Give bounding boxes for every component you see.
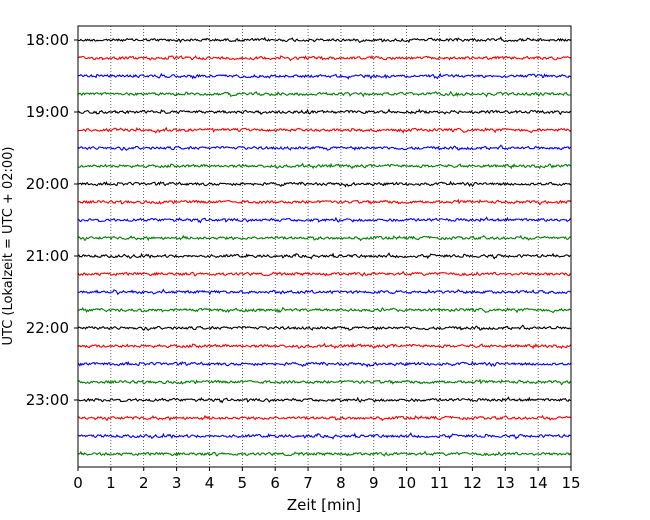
- trace-line: [77, 414, 572, 422]
- y-tick-label: 22:00: [26, 319, 69, 337]
- trace-line: [77, 162, 572, 170]
- trace-line: [77, 396, 572, 404]
- trace-line: [77, 180, 572, 188]
- trace-line: [77, 288, 572, 296]
- trace-line: [77, 378, 572, 386]
- x-tick-label: 6: [270, 474, 280, 492]
- y-tick-label: 23:00: [26, 391, 69, 409]
- x-tick-label: 12: [463, 474, 482, 492]
- y-tick-label: 18:00: [26, 31, 69, 49]
- trace-group: [77, 36, 572, 457]
- x-tick-label: 0: [73, 474, 83, 492]
- trace-line: [77, 72, 572, 80]
- y-axis-title: UTC (Lokalzeit = UTC + 02:00): [1, 147, 16, 346]
- trace-line: [77, 450, 572, 457]
- trace-line: [77, 126, 572, 134]
- x-tick-label: 3: [172, 474, 182, 492]
- x-tick-label: 4: [205, 474, 215, 492]
- trace-line: [77, 306, 572, 314]
- trace-line: [77, 144, 572, 152]
- trace-line: [77, 108, 572, 116]
- trace-line: [77, 36, 572, 44]
- y-tick-label: 21:00: [26, 247, 69, 265]
- x-tick-label: 14: [529, 474, 548, 492]
- x-tick-label: 13: [496, 474, 515, 492]
- trace-line: [77, 360, 572, 368]
- x-axis-title: Zeit [min]: [287, 496, 361, 514]
- x-tick-label: 1: [106, 474, 116, 492]
- trace-line: [77, 216, 572, 224]
- x-tick-label: 5: [238, 474, 248, 492]
- trace-line: [77, 342, 572, 350]
- trace-line: [77, 252, 572, 260]
- trace-line: [77, 324, 572, 332]
- x-tick-label: 9: [369, 474, 379, 492]
- trace-line: [77, 54, 572, 62]
- x-tick-label: 2: [139, 474, 149, 492]
- trace-line: [77, 198, 572, 206]
- trace-line: [77, 90, 572, 98]
- x-axis: 0 1 2 3 4 5 6 7 8 9 10 11 12 13 14 15: [73, 467, 581, 492]
- trace-line: [77, 270, 572, 277]
- trace-line: [77, 432, 572, 440]
- x-tick-label: 7: [303, 474, 313, 492]
- x-tick-label: 10: [397, 474, 416, 492]
- y-tick-label: 20:00: [26, 175, 69, 193]
- x-tick-label: 8: [336, 474, 346, 492]
- y-tick-label: 19:00: [26, 103, 69, 121]
- y-axis: 18:00 19:00 20:00 21:00 22:00 23:00: [26, 31, 78, 409]
- plot-frame: [77, 25, 572, 468]
- trace-line: [77, 234, 572, 242]
- x-tick-label: 15: [561, 474, 580, 492]
- x-tick-label: 11: [430, 474, 449, 492]
